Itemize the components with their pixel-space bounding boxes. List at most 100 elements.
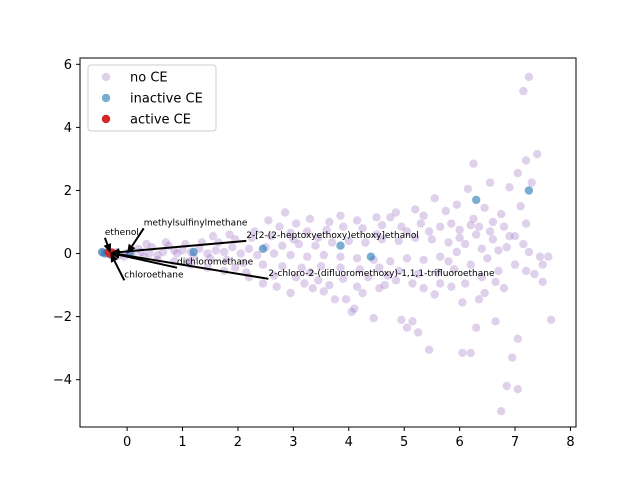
point-no-ce-15 [411, 205, 420, 214]
point-no-ce-121 [158, 247, 168, 257]
point-no-ce-41 [458, 348, 467, 358]
annotation-layer: methylsulfinylmethane ethenol 2-[2-(2-hept… [103, 218, 495, 281]
point-no-ce-20 [280, 208, 290, 217]
point-no-ce-65 [391, 276, 401, 285]
point-no-ce-56 [358, 288, 367, 298]
point-no-ce-206 [305, 268, 315, 277]
point-no-ce-168 [325, 217, 334, 227]
point-no-ce-105 [449, 265, 459, 274]
point-no-ce-155 [236, 249, 245, 258]
point-no-ce-122 [145, 249, 154, 258]
x-tick-label-3: 3 [289, 435, 297, 450]
point-no-ce-190 [402, 227, 412, 236]
point-no-ce-58 [430, 290, 439, 299]
point-no-ce-69 [291, 273, 301, 282]
point-no-ce-104 [466, 260, 475, 269]
point-no-ce-200 [491, 277, 500, 287]
point-no-ce-167 [291, 219, 301, 228]
point-no-ce-37 [497, 407, 506, 416]
point-no-ce-25 [510, 232, 520, 241]
point-no-ce-152 [286, 250, 295, 260]
y-tick-label-1: −2 [53, 310, 72, 325]
point-no-ce-60 [474, 295, 484, 304]
point-no-ce-203 [161, 238, 171, 247]
point-no-ce-134 [361, 238, 370, 247]
point-no-ce-113 [297, 263, 306, 272]
point-no-ce-99 [455, 225, 464, 235]
point-no-ce-9 [505, 183, 514, 192]
y-tick-label-0: −4 [53, 373, 72, 388]
point-no-ce-10 [430, 194, 439, 203]
annotation-arrow-head-1 [103, 243, 112, 253]
point-no-ce-4 [469, 159, 478, 168]
point-no-ce-129 [278, 241, 287, 250]
annotation-label-3: dichloromethane [177, 258, 254, 268]
y-tick-label-5: 6 [64, 58, 72, 73]
point-no-ce-45 [402, 323, 412, 332]
point-no-ce-55 [319, 287, 328, 296]
point-no-ce-114 [278, 262, 287, 271]
x-tick-label-2: 2 [234, 435, 242, 450]
y-tick-label-3: 2 [64, 184, 72, 199]
point-no-ce-127 [244, 244, 254, 253]
point-no-ce-141 [477, 244, 486, 253]
point-no-ce-139 [444, 238, 453, 247]
point-no-ce-40 [466, 348, 475, 358]
point-no-ce-103 [483, 254, 492, 263]
legend-marker-0 [101, 72, 111, 82]
point-no-ce-195 [519, 239, 528, 249]
point-no-ce-160 [153, 250, 162, 260]
point-no-ce-143 [436, 252, 445, 261]
point-no-ce-145 [402, 254, 412, 263]
point-no-ce-123 [178, 246, 187, 255]
point-no-ce-204 [142, 239, 151, 249]
point-no-ce-64 [419, 284, 428, 293]
point-no-ce-202 [183, 257, 193, 266]
point-no-ce-130 [294, 239, 304, 249]
point-no-ce-54 [272, 282, 281, 291]
point-no-ce-11 [452, 200, 461, 209]
point-no-ce-100 [472, 230, 481, 239]
point-no-ce-153 [269, 249, 279, 258]
point-no-ce-26 [502, 243, 511, 252]
point-no-ce-194 [505, 232, 514, 241]
point-no-ce-50 [341, 295, 351, 304]
point-no-ce-7 [463, 184, 473, 194]
annotation-arrow-line-1 [103, 237, 109, 245]
point-no-ce-95 [377, 221, 387, 230]
point-no-ce-192 [466, 221, 475, 230]
point-no-ce-209 [455, 233, 464, 242]
point-no-ce-133 [344, 236, 353, 246]
point-no-ce-3 [521, 156, 531, 165]
point-no-ce-187 [275, 222, 284, 231]
point-no-ce-28 [544, 252, 553, 261]
point-inactive-ce-0 [524, 186, 534, 195]
point-no-ce-157 [203, 249, 212, 258]
point-no-ce-29 [538, 260, 547, 269]
point-no-ce-91 [303, 227, 312, 236]
point-no-ce-21 [488, 217, 498, 227]
ticks-layer: 0 1 2 3 4 5 6 7 8 −4 −2 0 2 4 6 [53, 58, 575, 450]
point-no-ce-53 [286, 288, 295, 298]
point-no-ce-107 [413, 269, 423, 279]
point-no-ce-193 [485, 227, 495, 236]
point-no-ce-208 [444, 257, 453, 266]
point-no-ce-149 [336, 252, 345, 261]
point-no-ce-90 [286, 228, 295, 238]
point-no-ce-144 [419, 255, 428, 264]
point-no-ce-96 [397, 222, 406, 231]
point-no-ce-185 [225, 230, 234, 239]
point-no-ce-115 [258, 260, 268, 269]
point-no-ce-112 [316, 262, 326, 271]
point-no-ce-108 [394, 266, 403, 276]
point-no-ce-5 [513, 168, 522, 178]
point-no-ce-38 [491, 317, 500, 326]
point-no-ce-132 [328, 238, 337, 247]
annotation-label-0: methylsulfinylmethane [144, 218, 248, 228]
point-no-ce-210 [499, 222, 509, 231]
point-no-ce-166 [264, 216, 273, 225]
x-tick-label-6: 6 [455, 435, 463, 450]
point-no-ce-14 [497, 209, 506, 219]
point-no-ce-156 [219, 247, 229, 257]
